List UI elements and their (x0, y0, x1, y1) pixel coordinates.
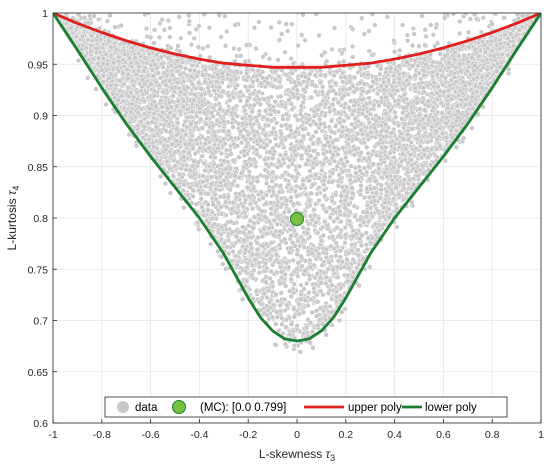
data-point (409, 110, 416, 116)
data-point (236, 174, 243, 181)
data-point (342, 101, 349, 107)
data-point (319, 84, 326, 90)
data-point (291, 281, 297, 287)
data-point (399, 116, 405, 122)
data-point (352, 213, 358, 220)
data-point (365, 150, 371, 157)
data-point (312, 88, 319, 95)
data-point (309, 309, 315, 316)
data-point (282, 236, 288, 242)
data-point (300, 224, 306, 231)
data-point (263, 180, 270, 187)
data-point (295, 117, 301, 123)
data-point (342, 224, 349, 231)
data-point (302, 258, 308, 264)
data-point (314, 191, 320, 197)
data-point (308, 94, 315, 101)
data-point (326, 259, 332, 266)
data-point (290, 257, 296, 263)
data-point (298, 138, 304, 145)
data-point (327, 215, 333, 221)
data-point (305, 131, 312, 137)
data-point (279, 321, 285, 327)
data-point (313, 129, 319, 135)
data-point (349, 195, 355, 201)
data-point (377, 71, 383, 77)
data-point (392, 109, 398, 116)
data-point (274, 269, 280, 276)
data-point (157, 75, 164, 81)
data-point (199, 125, 205, 131)
data-point (177, 63, 183, 69)
data-point (358, 242, 365, 249)
data-point (226, 93, 232, 99)
data-point (183, 132, 189, 138)
data-point (282, 177, 289, 183)
data-point (404, 190, 410, 196)
data-point (252, 200, 259, 206)
data-point (256, 97, 263, 103)
data-point (367, 111, 374, 117)
data-point (271, 125, 277, 131)
data-point (333, 253, 339, 259)
data-point (198, 196, 204, 202)
data-point (273, 321, 279, 327)
data-point (268, 206, 274, 212)
data-point (310, 141, 316, 147)
data-point (272, 136, 279, 142)
data-point (300, 86, 307, 93)
data-point (323, 209, 329, 215)
data-point (272, 98, 278, 105)
data-point (437, 51, 443, 57)
data-point (307, 153, 314, 159)
data-point (211, 88, 217, 94)
data-point (247, 201, 254, 207)
data-point (288, 233, 294, 239)
data-point (347, 177, 353, 183)
data-point (303, 280, 310, 287)
data-point (274, 120, 280, 126)
